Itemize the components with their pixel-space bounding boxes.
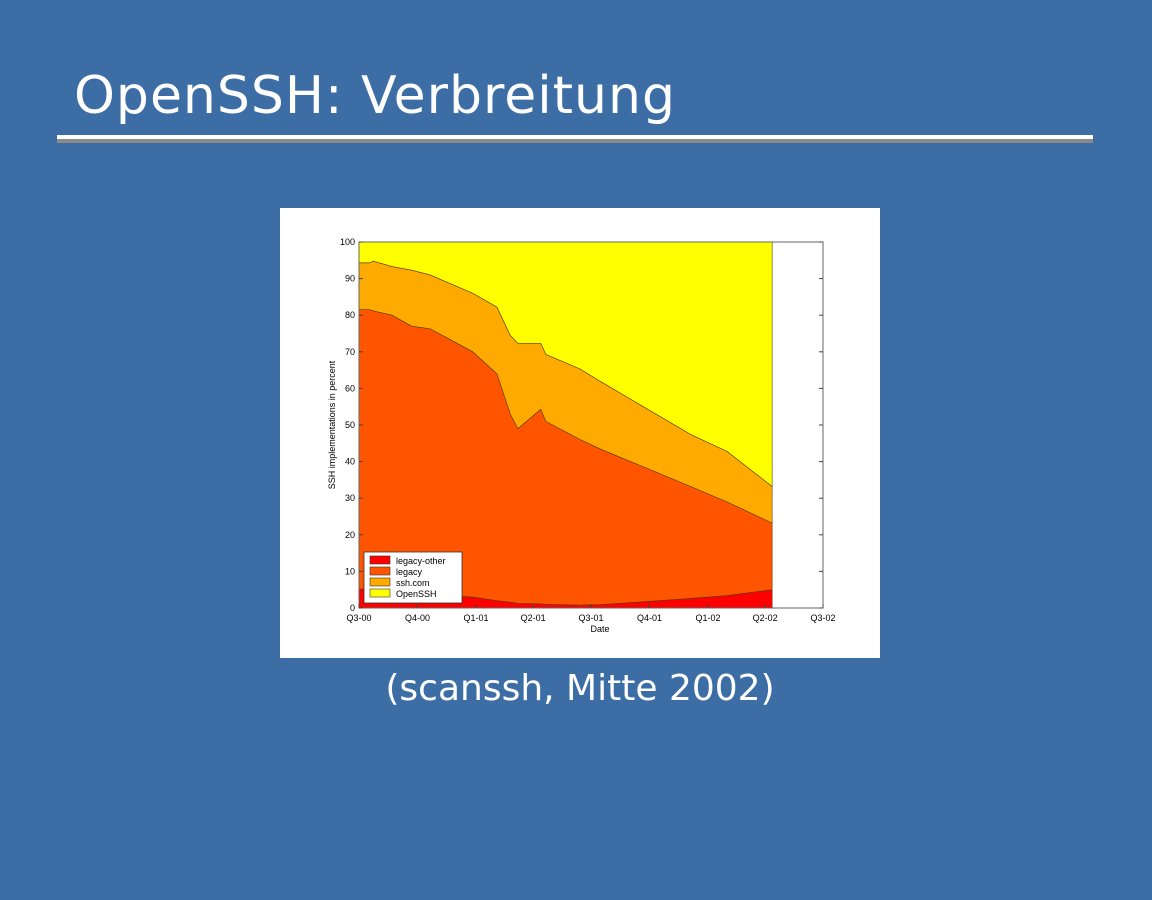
- y-tick-label: 60: [345, 383, 355, 393]
- y-tick-label: 0: [350, 603, 355, 613]
- title-divider-shadow: [57, 139, 1093, 143]
- legend-swatch: [369, 555, 391, 565]
- x-tick-label: Q2-01: [521, 613, 546, 623]
- legend-label: OpenSSH: [396, 589, 437, 599]
- x-tick-label: Q3-00: [346, 613, 371, 623]
- legend-label: legacy: [396, 567, 423, 577]
- legend-label: ssh.com: [396, 578, 430, 588]
- y-tick-label: 20: [345, 530, 355, 540]
- y-tick-label: 30: [345, 493, 355, 503]
- y-tick-label: 10: [345, 566, 355, 576]
- slide-caption: (scanssh, Mitte 2002): [385, 668, 775, 709]
- x-tick-label: Q4-01: [637, 613, 662, 623]
- x-tick-label: Q4-00: [405, 613, 430, 623]
- y-tick-label: 100: [340, 237, 355, 247]
- x-tick-label: Q1-01: [463, 613, 488, 623]
- legend-label: legacy-other: [396, 556, 446, 566]
- x-tick-label: Q3-02: [810, 613, 835, 623]
- y-tick-label: 80: [345, 310, 355, 320]
- x-tick-label: Q1-02: [695, 613, 720, 623]
- y-axis-label: SSH implementations in percent: [327, 360, 337, 489]
- x-tick-label: Q3-01: [578, 613, 603, 623]
- title-divider: [57, 135, 1093, 139]
- legend-swatch: [369, 566, 391, 576]
- chart-image: 0 10 20 30 40 50 60 70 80 90 100 Q3-00 Q4-00 Q1-01 Q2…: [280, 208, 880, 658]
- legend-swatch: [369, 577, 391, 587]
- y-tick-label: 90: [345, 274, 355, 284]
- y-tick-label: 70: [345, 347, 355, 357]
- y-tick-label: 40: [345, 457, 355, 467]
- y-tick-label: 50: [345, 420, 355, 430]
- legend-swatch: [369, 588, 391, 598]
- stacked-area-chart: 0 10 20 30 40 50 60 70 80 90 100 Q3-00 Q4-00 Q1-01 Q2…: [327, 237, 836, 634]
- x-axis-label: Date: [590, 624, 609, 634]
- x-tick-label: Q2-02: [753, 613, 778, 623]
- slide-title: OpenSSH: Verbreitung: [74, 66, 676, 126]
